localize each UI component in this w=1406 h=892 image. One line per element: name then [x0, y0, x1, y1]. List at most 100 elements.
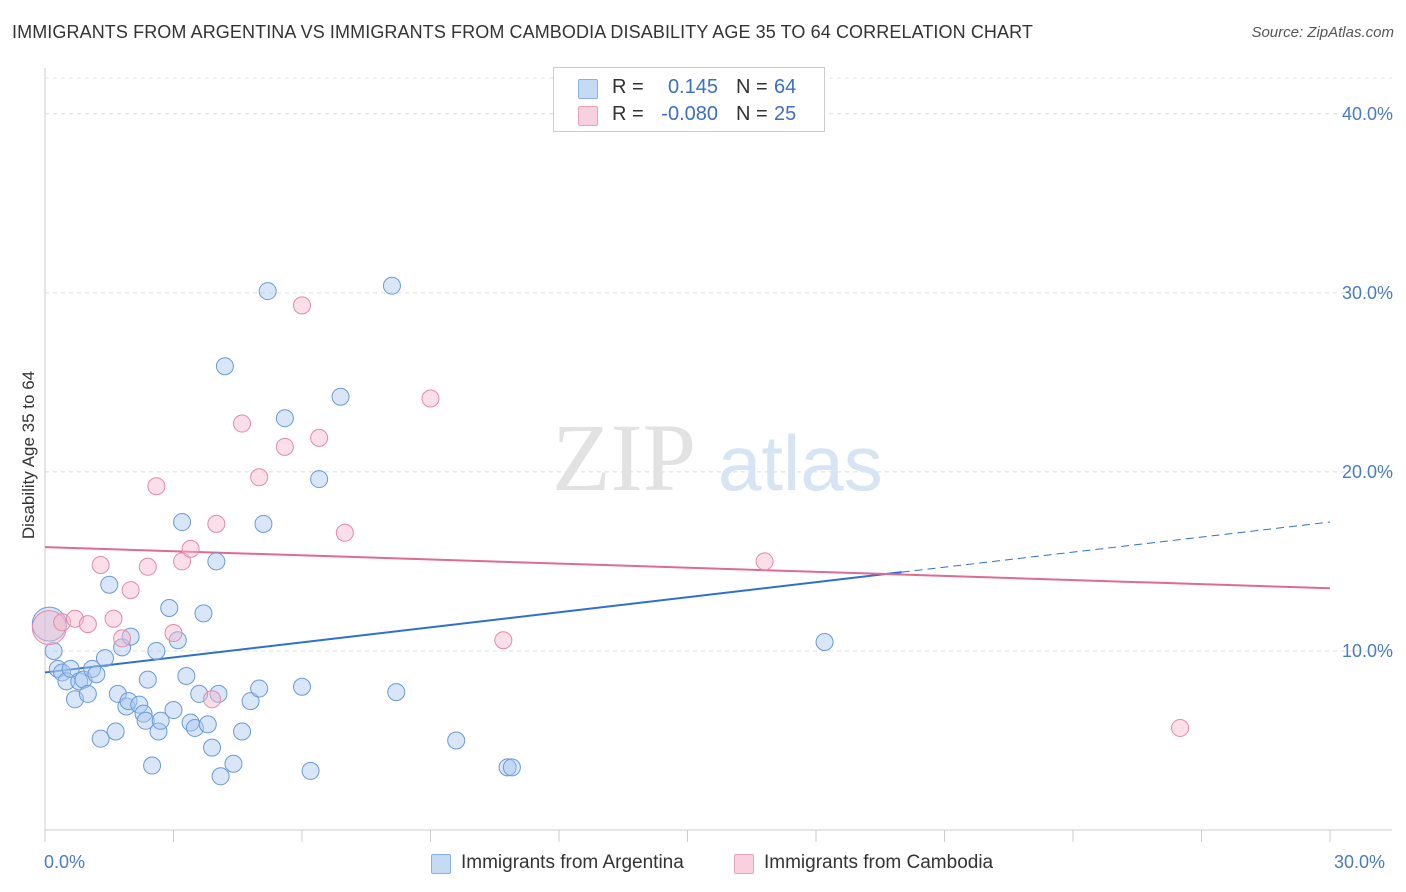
series-label-argentina: Immigrants from Argentina: [461, 852, 684, 873]
point-cambodia: [121, 581, 140, 600]
point-cambodia: [421, 389, 440, 408]
watermark: ZIP atlas: [552, 404, 883, 511]
point-argentina: [502, 758, 521, 777]
legend-n-value: 25: [774, 103, 797, 125]
point-cambodia: [78, 615, 97, 634]
point-argentina: [275, 409, 294, 428]
point-argentina: [78, 684, 97, 703]
data-points: [31, 276, 1190, 786]
point-cambodia: [203, 690, 222, 709]
point-argentina: [382, 276, 401, 295]
point-argentina: [254, 514, 273, 533]
grid-lines: [45, 77, 1392, 652]
point-argentina: [119, 692, 138, 711]
point-cambodia: [173, 552, 192, 571]
point-argentina: [151, 711, 170, 730]
point-argentina: [250, 679, 269, 698]
y-tick-label-40: 40.0%: [1342, 104, 1393, 124]
point-cambodia: [181, 539, 200, 558]
axes: [44, 68, 1392, 842]
watermark-atlas: atlas: [718, 419, 883, 507]
legend-n-value: 64: [774, 76, 797, 98]
point-argentina: [498, 758, 517, 777]
point-argentina: [198, 715, 217, 734]
point-argentina: [164, 701, 183, 720]
trend-line-cambodia: [44, 546, 1331, 590]
point-argentina: [233, 722, 252, 741]
point-argentina: [215, 357, 234, 376]
legend-r-value: 0.145: [667, 76, 718, 98]
legend-swatch-argentina: [578, 79, 598, 99]
chart-title: IMMIGRANTS FROM ARGENTINA VS IMMIGRANTS …: [12, 22, 1034, 42]
legend-row-cambodia: R = -0.080 N = 25: [554, 101, 824, 129]
legend-r-label: R =: [612, 103, 644, 125]
point-argentina: [293, 677, 311, 696]
point-argentina: [194, 604, 213, 623]
legend-swatch-cambodia: [578, 106, 598, 126]
point-cambodia: [755, 552, 774, 571]
point-cambodia: [138, 557, 157, 576]
point-argentina: [310, 470, 329, 489]
trend-line-argentina-extension: [901, 521, 1331, 573]
point-argentina: [100, 575, 119, 594]
legend-n-label: N =: [736, 76, 768, 98]
legend-r-label: R =: [612, 76, 644, 98]
point-argentina: [160, 598, 179, 617]
correlation-legend: R = 0.145 N = 64 R = -0.080 N = 25: [553, 67, 825, 132]
point-argentina: [44, 641, 63, 660]
point-argentina: [387, 683, 406, 702]
point-cambodia: [1171, 718, 1190, 737]
point-cambodia: [494, 631, 513, 650]
y-tick-labels: 10.0% 20.0% 30.0% 40.0%: [1342, 104, 1393, 661]
point-argentina: [61, 659, 80, 678]
trend-line-argentina: [44, 571, 902, 674]
point-cambodia: [164, 624, 183, 643]
point-argentina: [87, 665, 106, 684]
y-tick-label-20: 20.0%: [1342, 462, 1393, 482]
watermark-zip: ZIP: [552, 404, 696, 511]
point-cambodia: [104, 609, 123, 628]
point-cambodia: [310, 428, 329, 447]
series-swatch-cambodia: [734, 854, 754, 874]
point-argentina: [138, 670, 157, 689]
x-tick-label-min: 0.0%: [44, 852, 86, 872]
point-argentina: [108, 684, 127, 703]
point-argentina: [134, 704, 153, 723]
point-argentina: [301, 761, 320, 780]
point-argentina: [207, 552, 226, 571]
point-cambodia: [31, 610, 67, 646]
point-argentina: [815, 633, 834, 651]
point-argentina: [143, 756, 162, 775]
point-argentina: [447, 731, 466, 750]
x-tick-label-max: 30.0%: [1334, 852, 1386, 872]
point-argentina: [106, 722, 125, 741]
point-cambodia: [91, 556, 110, 575]
point-cambodia: [293, 296, 311, 315]
series-label-cambodia: Immigrants from Cambodia: [764, 852, 994, 873]
point-argentina: [331, 387, 350, 406]
point-argentina: [147, 641, 166, 660]
legend-n-label: N =: [736, 103, 768, 125]
point-cambodia: [113, 629, 132, 648]
y-axis-label: Disability Age 35 to 64: [19, 371, 38, 539]
point-argentina: [241, 692, 260, 711]
point-argentina: [130, 695, 149, 714]
series-legend: Immigrants from Argentina Immigrants fro…: [0, 852, 1406, 878]
point-argentina: [258, 282, 277, 301]
source-label: Source: ZipAtlas.com: [1251, 24, 1394, 41]
series-swatch-argentina: [431, 854, 451, 874]
point-argentina: [91, 729, 110, 748]
point-cambodia: [250, 468, 269, 487]
point-argentina: [177, 667, 196, 686]
point-cambodia: [207, 514, 226, 533]
point-cambodia: [233, 414, 252, 433]
y-tick-label-30: 30.0%: [1342, 283, 1393, 303]
point-cambodia: [275, 437, 294, 456]
point-argentina: [173, 513, 192, 532]
legend-row-argentina: R = 0.145 N = 64: [554, 74, 824, 102]
point-argentina: [149, 722, 168, 741]
point-argentina: [211, 767, 230, 786]
legend-r-value: -0.080: [661, 103, 718, 125]
point-argentina: [95, 649, 114, 668]
